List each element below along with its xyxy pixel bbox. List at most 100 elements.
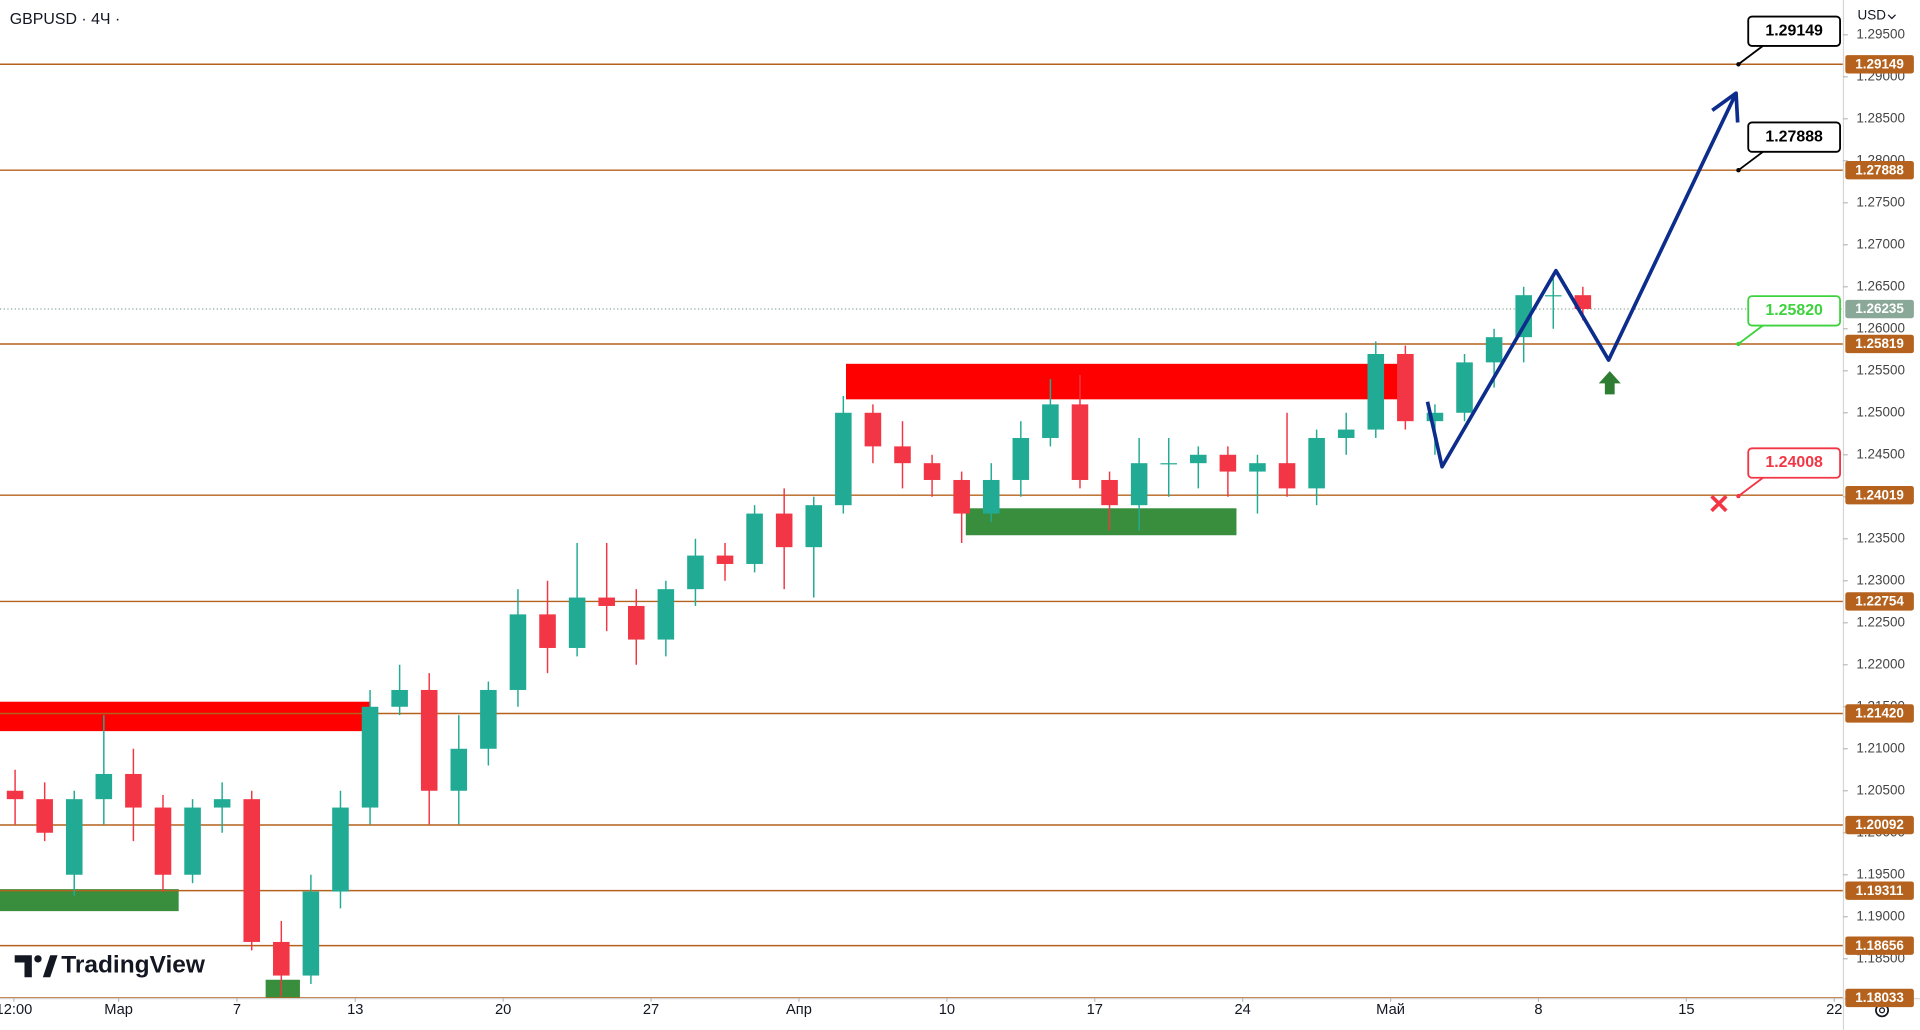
candle-body	[864, 412, 882, 447]
candle-body	[302, 891, 320, 976]
logo-icon	[14, 955, 32, 978]
candle-body	[1397, 353, 1414, 422]
x-tick-label: Май	[1376, 1002, 1405, 1018]
level-label-bg	[1845, 55, 1914, 74]
x-tick-label: Мар	[104, 1002, 133, 1018]
y-tick-label: 1.19500	[1856, 866, 1905, 881]
callout-pointer	[1737, 476, 1764, 497]
candle-body	[775, 513, 793, 548]
y-tick-label: 1.24500	[1856, 446, 1905, 461]
level-label: 1.20092	[1855, 817, 1904, 832]
level-label: 1.29149	[1855, 56, 1904, 71]
last-price-label: 1.26235	[1855, 301, 1904, 316]
candle-body	[125, 773, 142, 808]
callout-pointer	[1737, 45, 1764, 66]
x-tick-label: Апр	[786, 1002, 812, 1018]
logo-icon	[34, 955, 42, 963]
candle-body	[1219, 454, 1237, 472]
candle-body	[1544, 295, 1562, 297]
x-tick-label: 13	[347, 1002, 363, 1018]
candle-body	[539, 614, 556, 648]
level-label-bg	[1845, 485, 1914, 505]
y-tick-label: 1.26500	[1856, 278, 1905, 293]
y-tick-label: 1.25000	[1856, 404, 1905, 419]
candle-body	[894, 446, 911, 464]
symbol-title: GBPUSD · 4Ч ·	[10, 11, 120, 28]
candle-body	[1485, 337, 1503, 363]
candle-body	[1160, 463, 1178, 465]
candle-body	[982, 479, 1000, 514]
y-tick-label: 1.22000	[1856, 656, 1905, 671]
y-tick-label: 1.27000	[1856, 236, 1905, 251]
candle-body	[1574, 295, 1592, 310]
candle-body	[1249, 463, 1266, 472]
level-label-bg	[1845, 815, 1914, 835]
x-tick-label: 20	[495, 1002, 511, 1018]
candle-body	[598, 597, 615, 606]
projection-arrowhead	[1711, 91, 1740, 123]
y-tick-label: 1.21000	[1856, 740, 1905, 755]
candle-body	[1337, 429, 1355, 438]
y-tick-label: 1.27500	[1856, 194, 1905, 209]
candle-body	[568, 597, 586, 648]
callout-pointer	[1737, 151, 1764, 171]
arrow-marker	[1598, 371, 1621, 395]
candle-body	[953, 479, 970, 514]
x-tick-label: 24	[1234, 1002, 1250, 1018]
candle-body	[65, 799, 83, 875]
x-tick-label: 7	[233, 1002, 241, 1018]
level-label: 1.19311	[1856, 883, 1904, 898]
callout-label: 1.24008	[1765, 454, 1823, 471]
y-tick-label: 1.23500	[1856, 530, 1905, 545]
candle-body	[273, 941, 290, 976]
candle-body	[391, 689, 408, 707]
logo-icon	[42, 955, 58, 978]
x-tick-label: 17	[1087, 1002, 1103, 1018]
candle-body	[657, 589, 675, 640]
candle-body	[420, 689, 438, 791]
callout-box	[1747, 295, 1841, 327]
callout-box	[1747, 121, 1841, 153]
candle-body	[1130, 463, 1148, 506]
y-tick-label: 1.26000	[1856, 320, 1905, 335]
last-price-label-bg	[1845, 299, 1914, 319]
zone	[0, 889, 179, 912]
candle-body	[1101, 479, 1118, 506]
candle-body	[1308, 437, 1325, 489]
level-label: 1.21420	[1855, 706, 1904, 721]
candle-body	[1367, 353, 1385, 430]
candle-body	[1071, 404, 1089, 480]
candle-body	[1012, 437, 1030, 480]
candle-body	[95, 773, 113, 800]
level-label-bg	[1845, 881, 1914, 900]
candle-body	[746, 513, 763, 564]
y-tick-label: 1.23000	[1856, 572, 1905, 587]
x-tick-label: 15	[1678, 1002, 1694, 1018]
level-label: 1.18033	[1855, 990, 1904, 1005]
callout-box	[1747, 15, 1841, 47]
y-tick-label: 1.22500	[1856, 614, 1905, 629]
callout-label: 1.29149	[1765, 22, 1823, 39]
x-tick-label: 22	[1826, 1002, 1842, 1018]
callout-label: 1.27888	[1765, 128, 1823, 145]
callout-label: 1.25820	[1765, 302, 1823, 319]
cross-marker	[1710, 494, 1728, 513]
candle-body	[1426, 412, 1444, 422]
level-label-bg	[1845, 592, 1914, 611]
y-tick-label: 1.25500	[1856, 362, 1905, 377]
candle-body	[1456, 362, 1473, 413]
currency-chevron[interactable]	[1887, 14, 1896, 20]
candle-body	[361, 706, 379, 808]
gear[interactable]	[1878, 1007, 1886, 1014]
candle-body	[509, 614, 527, 690]
level-label-bg	[1845, 704, 1914, 723]
brand: TradingView	[61, 952, 206, 979]
callout-box	[1747, 447, 1841, 479]
zone	[965, 508, 1237, 536]
candle-body	[835, 412, 852, 506]
candle-body	[243, 799, 261, 942]
candle-body	[6, 790, 24, 800]
candle-body	[332, 807, 349, 892]
